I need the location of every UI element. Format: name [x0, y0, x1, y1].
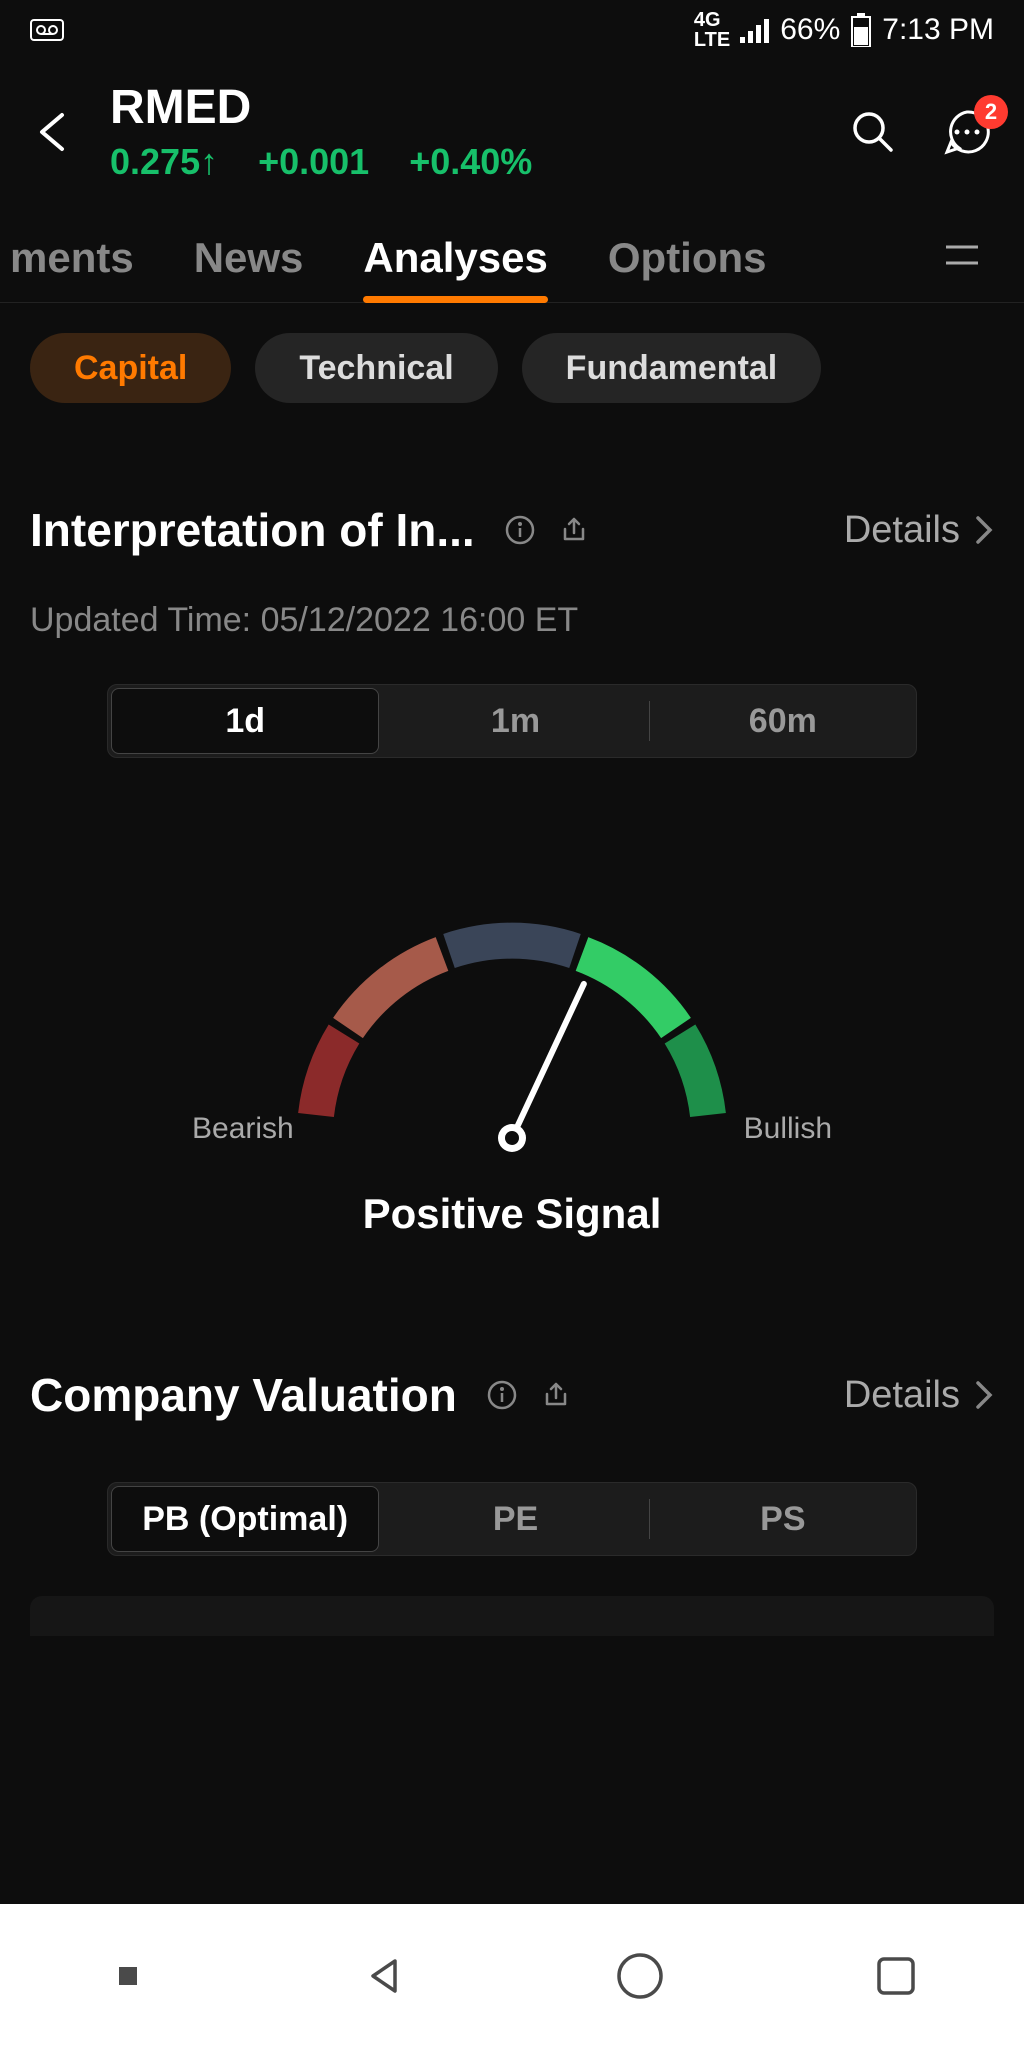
- chevron-right-icon: [974, 1379, 994, 1411]
- interpretation-section: Interpretation of In... Details Updated …: [0, 433, 1024, 1268]
- details-label: Details: [844, 509, 960, 552]
- analysis-pill-row: Capital Technical Fundamental: [0, 303, 1024, 433]
- timeframe-1m[interactable]: 1m: [382, 685, 648, 757]
- recent-apps-button[interactable]: [98, 1946, 158, 2006]
- gauge-signal-text: Positive Signal: [363, 1190, 662, 1238]
- timeframe-segmented-control: 1d 1m 60m: [107, 684, 917, 758]
- notification-badge: 2: [974, 95, 1008, 129]
- overview-nav-button[interactable]: [866, 1946, 926, 2006]
- share-icon[interactable]: [539, 1378, 573, 1412]
- pill-fundamental[interactable]: Fundamental: [522, 333, 822, 403]
- info-icon[interactable]: [485, 1378, 519, 1412]
- network-indicator: 4GLTE: [694, 10, 730, 50]
- ticker-change-pct: +0.40%: [409, 141, 532, 183]
- search-button[interactable]: [846, 105, 900, 159]
- ticker-block: RMED 0.275↑ +0.001 +0.40%: [110, 80, 816, 183]
- battery-pct: 66%: [780, 13, 840, 47]
- chevron-right-icon: [974, 514, 994, 546]
- valuation-segmented-control: PB (Optimal) PE PS: [107, 1482, 917, 1556]
- valuation-content-placeholder: [30, 1596, 994, 1636]
- voicemail-icon: [30, 19, 64, 41]
- pill-technical[interactable]: Technical: [255, 333, 497, 403]
- metric-ps[interactable]: PS: [650, 1483, 916, 1555]
- valuation-details-link[interactable]: Details: [844, 1374, 994, 1417]
- tab-analyses[interactable]: Analyses: [333, 213, 577, 302]
- chat-button[interactable]: 2: [940, 105, 994, 159]
- signal-icon: [740, 17, 770, 43]
- timeframe-1d[interactable]: 1d: [111, 688, 379, 754]
- nav-tabs: ments News Analyses Options: [0, 213, 1024, 303]
- ticker-change-abs: +0.001: [258, 141, 369, 183]
- ticker-price: 0.275↑: [110, 141, 218, 183]
- tab-news[interactable]: News: [164, 213, 334, 302]
- header: RMED 0.275↑ +0.001 +0.40% 2: [0, 60, 1024, 213]
- gauge-container: Bearish Bullish Positive Signal: [30, 878, 994, 1238]
- ticker-symbol: RMED: [110, 80, 816, 135]
- status-time: 7:13 PM: [882, 13, 994, 47]
- details-label: Details: [844, 1374, 960, 1417]
- interpretation-title: Interpretation of In...: [30, 503, 475, 557]
- info-icon[interactable]: [503, 513, 537, 547]
- metric-pb[interactable]: PB (Optimal): [111, 1486, 379, 1552]
- android-navbar: [0, 1904, 1024, 2048]
- back-nav-button[interactable]: [354, 1946, 414, 2006]
- metric-pe[interactable]: PE: [382, 1483, 648, 1555]
- tab-comments[interactable]: ments: [10, 213, 164, 302]
- share-icon[interactable]: [557, 513, 591, 547]
- pill-capital[interactable]: Capital: [30, 333, 231, 403]
- sentiment-gauge: [252, 878, 772, 1158]
- back-button[interactable]: [30, 107, 80, 157]
- status-bar: 4GLTE 66% 7:13 PM: [0, 0, 1024, 60]
- valuation-section: Company Valuation Details: [0, 1268, 1024, 1452]
- tab-options[interactable]: Options: [578, 213, 797, 302]
- valuation-title: Company Valuation: [30, 1368, 457, 1422]
- home-nav-button[interactable]: [610, 1946, 670, 2006]
- timeframe-60m[interactable]: 60m: [650, 685, 916, 757]
- more-tabs-button[interactable]: [930, 233, 994, 282]
- updated-time: Updated Time: 05/12/2022 16:00 ET: [30, 601, 994, 640]
- interpretation-details-link[interactable]: Details: [844, 509, 994, 552]
- battery-icon: [850, 13, 872, 47]
